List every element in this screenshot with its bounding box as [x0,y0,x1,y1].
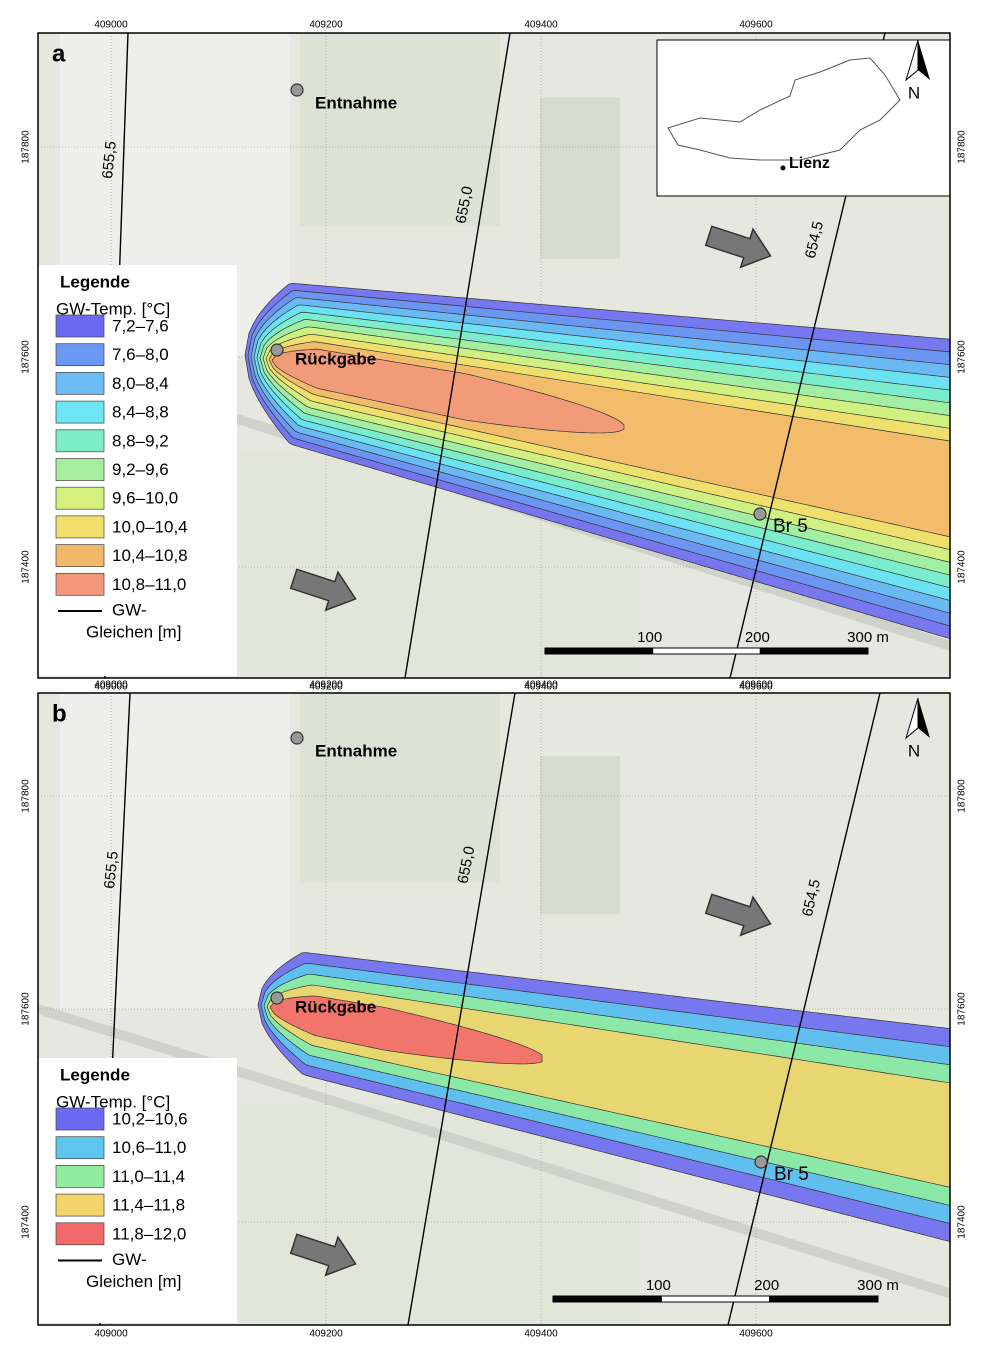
y-tick-label: 187800 [957,130,968,164]
y-tick-label: 187600 [21,340,32,374]
legend-title: Legende [60,272,130,291]
legend-line-label: Gleichen [m] [86,622,181,641]
x-tick-label: 409600 [739,680,773,691]
legend-line-label: GW- [112,600,147,619]
legend-item-label: 10,6–11,0 [112,1138,186,1157]
x-tick-label: 409200 [309,680,343,691]
legend-item-label: 10,2–10,6 [112,1109,188,1128]
x-tick-label: 409400 [524,1329,558,1340]
place-label: Rückgabe [295,997,376,1016]
place-label: Br 5 [774,1164,809,1185]
legend-swatch [56,1223,104,1245]
legend-swatch [56,487,104,509]
y-tick-label: 187600 [957,340,968,374]
legend-item-label: 8,8–9,2 [112,431,169,450]
y-tick-label: 187800 [21,779,32,813]
panel-label: a [52,40,66,67]
place-label: Entnahme [315,741,397,760]
legend-item-label: 10,8–11,0 [112,575,186,594]
place-marker [271,992,283,1004]
legend-item-label: 10,4–10,8 [112,546,188,565]
x-tick-label: 409600 [739,20,773,31]
field [540,98,620,259]
legend-swatch [56,545,104,567]
scale-segment [653,648,761,654]
scale-segment [545,648,653,654]
x-tick-label: 409600 [739,1329,773,1340]
panel-label: b [52,700,67,727]
inset-point [781,166,786,171]
legend-item-label: 11,8–12,0 [112,1224,186,1243]
legend-item-label: 9,6–10,0 [112,489,178,508]
legend-swatch [56,315,104,337]
scale-label: 100 [646,1277,671,1294]
buildings [60,693,290,1009]
legend-item-label: 8,0–8,4 [112,374,169,393]
x-tick-label: 409400 [524,680,558,691]
x-tick-label: 409000 [94,20,128,31]
place-marker [755,1156,767,1168]
y-tick-label: 187400 [21,1205,32,1239]
legend-item-label: 11,0–11,4 [112,1167,185,1186]
scale-segment [770,1296,878,1302]
x-tick-label: 409000 [94,1329,128,1340]
legend-swatch [56,344,104,366]
scale-label: 200 [754,1277,779,1294]
y-tick-label: 187400 [957,1205,968,1239]
legend-item-label: 7,6–8,0 [112,345,169,364]
figure: 655,5655,0654,5EntnahmeRückgabeBr 510020… [0,0,987,1358]
legend-swatch [56,401,104,423]
legend-item-label: 11,4–11,8 [112,1196,185,1215]
legend-swatch [56,516,104,538]
place-marker [271,344,283,356]
field [540,756,620,914]
scale-segment [661,1296,769,1302]
inset-label: Lienz [789,155,830,172]
legend-swatch [56,1108,104,1130]
legend-swatch [56,1165,104,1187]
north-label: N [908,83,920,102]
y-tick-label: 187400 [957,550,968,584]
place-label: Rückgabe [295,349,376,368]
legend-item-label: 9,2–9,6 [112,460,169,479]
scale-label: 200 [745,629,770,646]
y-tick-label: 187800 [21,130,32,164]
place-marker [291,732,303,744]
legend-line-label: GW- [112,1250,147,1269]
legend-swatch [56,430,104,452]
scale-segment [760,648,868,654]
y-tick-label: 187600 [957,992,968,1026]
scale-label: 100 [637,629,662,646]
x-tick-label: 409000 [94,680,128,691]
place-label: Br 5 [773,516,808,537]
legend-swatch [56,1194,104,1216]
y-tick-label: 187400 [21,550,32,584]
page: 655,5655,0654,5EntnahmeRückgabeBr 510020… [0,0,987,1363]
y-tick-label: 187600 [21,992,32,1026]
place-marker [754,508,766,520]
legend-swatch [56,372,104,394]
north-label: N [908,741,920,760]
legend-swatch [56,1137,104,1159]
legend-title: Legende [60,1065,130,1084]
x-tick-label: 409200 [309,1329,343,1340]
legend-item-label: 10,0–10,4 [112,517,188,536]
scale-segment [553,1296,661,1302]
legend-item-label: 7,2–7,6 [112,316,169,335]
y-tick-label: 187800 [957,779,968,813]
legend-swatch [56,459,104,481]
map-body: 655,5655,0654,5EntnahmeRückgabeBr 510020… [38,693,960,1325]
place-marker [291,84,303,96]
place-label: Entnahme [315,93,397,112]
scale-label: 300 m [857,1277,899,1294]
scale-label: 300 m [847,629,889,646]
legend-line-label: Gleichen [m] [86,1272,181,1291]
x-tick-label: 409400 [524,20,558,31]
legend-swatch [56,573,104,595]
legend-item-label: 8,4–8,8 [112,403,169,422]
x-tick-label: 409200 [309,20,343,31]
